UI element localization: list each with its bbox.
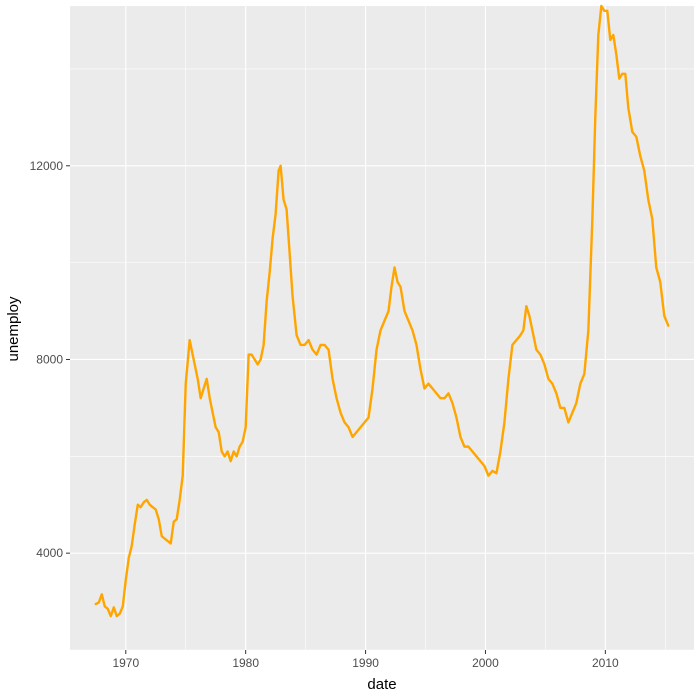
x-tick-label: 1980 [232,656,259,670]
major-gridlines [70,6,694,650]
unemploy-series-line [94,4,670,618]
x-tick-label: 1990 [352,656,379,670]
x-tick-label: 1970 [112,656,139,670]
y-tick-label: 12000 [30,159,64,173]
y-axis-ticks: 4000 8000 12000 [30,159,70,560]
minor-gridlines [70,6,694,651]
x-axis-ticks: 1970 1980 1990 2000 2010 [112,650,619,670]
x-tick-label: 2000 [472,656,499,670]
y-tick-label: 8000 [36,352,63,366]
x-tick-label: 2010 [592,656,619,670]
y-axis-title: unemploy [5,296,22,362]
x-axis-title: date [367,676,396,693]
y-tick-label: 4000 [36,546,63,560]
